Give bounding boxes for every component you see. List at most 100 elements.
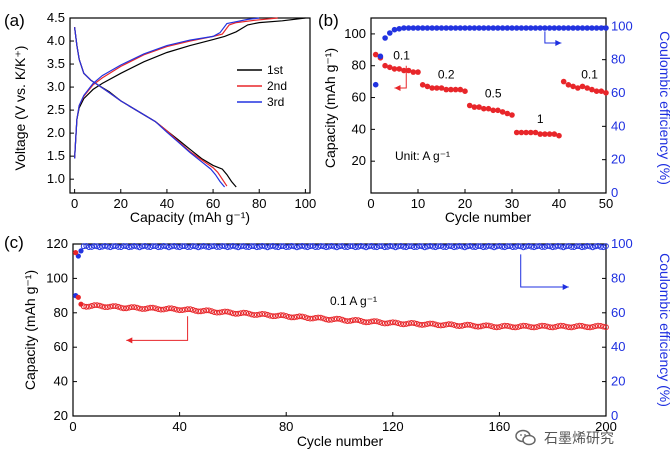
panel-c-capacity-point — [568, 324, 575, 331]
panel-c-ce-point — [376, 243, 383, 250]
panel-c-capacity-point — [152, 305, 159, 312]
panel-c-y-tick-label: 80 — [54, 305, 68, 320]
panel-b-capacity-point — [513, 129, 520, 136]
panel-b-capacity-point — [518, 129, 525, 136]
panel-b-y2-ticks: 0 20 40 60 80 100 — [602, 18, 633, 200]
panel-c-capacity-point — [166, 305, 172, 312]
panel-b-ce-point — [438, 25, 445, 31]
panel-c-capacity-point — [531, 324, 537, 331]
panel-c-ce-point — [357, 243, 364, 249]
panel-c-ce-point — [246, 244, 252, 251]
panel-c-capacity-point — [512, 324, 519, 331]
panel-b-y-tick-label: 60 — [352, 90, 366, 105]
panel-c-capacity-point — [283, 313, 290, 319]
panel-c-capacity-point — [373, 318, 380, 325]
panel-c-ce-axis-arrow — [520, 254, 569, 288]
panel-b-ce-point — [382, 35, 388, 41]
panel-b-capacity-point — [570, 83, 576, 90]
panel-c-ce-point — [451, 244, 458, 251]
panel-c-ce-point — [483, 243, 490, 250]
panel-c-capacity-point — [267, 312, 274, 319]
panel-b-y-axis-label: Capacity (mAh g⁻¹) — [322, 48, 338, 168]
panel-c-ce-point — [243, 244, 250, 250]
panel-c-ce-point — [411, 244, 418, 251]
panel-b-ce-point — [528, 25, 534, 31]
panel-a-y-tick-label: 2.0 — [47, 125, 65, 140]
panel-c-ce-point — [536, 243, 543, 249]
panel-c-capacity-point — [387, 319, 394, 326]
panel-c-capacity-point — [198, 308, 204, 315]
panel-c-ce-point — [291, 243, 298, 250]
panel-c-ce-point — [144, 244, 151, 250]
panel-b-rate-label: 0.1 — [393, 48, 410, 62]
panel-b-ce-point — [546, 25, 553, 31]
panel-c-ce-point — [235, 244, 242, 251]
panel-c-ce-point — [126, 244, 132, 251]
panel-c-ce-point — [310, 243, 316, 249]
panel-c-capacity-point — [563, 323, 569, 330]
panel-b-y2-tick-label: 80 — [611, 52, 625, 67]
panel-b-ce-point — [481, 25, 487, 31]
panel-b-ce-point — [443, 25, 450, 31]
panel-c-ce-point — [304, 244, 311, 251]
panel-c-ce-point — [134, 243, 140, 250]
panel-c-capacity-point — [272, 313, 279, 320]
panel-c-ce-point — [475, 243, 482, 250]
panel-c-capacity-point — [472, 323, 479, 330]
panel-c-capacity-point — [453, 322, 460, 329]
panel-c-y2-tick-label: 0 — [611, 408, 618, 423]
panel-c-capacity-point — [421, 321, 428, 328]
panel-c-capacity-point — [246, 310, 252, 317]
panel-b-y2-tick-label: 20 — [611, 152, 625, 167]
panel-c-ce-point — [552, 243, 559, 250]
panel-c-ce-point — [147, 244, 154, 251]
panel-b-capacity-point — [429, 85, 435, 91]
panel-c-ce-point — [571, 244, 577, 251]
panel-c-ce-point — [349, 243, 356, 250]
panel-b-capacity-point — [382, 62, 388, 69]
panel-c-capacity-point — [131, 304, 138, 311]
panel-c-capacity-arrowhead — [126, 337, 133, 344]
panel-c-ce-point — [94, 243, 100, 250]
panel-a-legend-label: 1st — [267, 63, 284, 77]
panel-c-capacity-point — [381, 320, 388, 327]
panel-c-ce-point — [509, 244, 516, 251]
panel-c-capacity-point — [483, 322, 490, 329]
panel-c-ce-point — [371, 244, 378, 250]
panel-c-ce-point — [472, 244, 479, 251]
panel-c-capacity-point — [581, 323, 588, 330]
panel-b-capacity-point — [528, 129, 534, 136]
panel-c-capacity-point — [243, 310, 250, 316]
panel-c-x-tick-label: 200 — [595, 419, 617, 434]
panel-c-ce-point — [206, 244, 212, 251]
panel-c-ce-point — [128, 243, 135, 250]
panel-c-ce-point — [419, 243, 426, 250]
panel-c-capacity-point — [107, 303, 114, 310]
panel-a-y-tick-label: 1.0 — [47, 171, 65, 186]
panel-b-capacity-point — [565, 82, 572, 88]
panel-c-capacity-point — [459, 322, 466, 329]
panel-a-legend: 1st 2nd 3rd — [237, 63, 287, 109]
panel-c-ce-point — [176, 244, 183, 251]
panel-c-capacity-point — [224, 308, 231, 315]
panel-c-ce-point — [549, 244, 556, 251]
panel-b-capacity-point — [452, 86, 459, 93]
panel-b-capacity-point — [462, 88, 468, 94]
panel-c-ce-point — [379, 243, 386, 250]
panel-b-ce-point — [603, 25, 609, 31]
panel-c-ce-point — [373, 244, 380, 251]
panel-b-ce-point — [575, 25, 581, 31]
panel-b-ce-point — [429, 25, 435, 31]
panel-b-ce-point — [434, 25, 440, 31]
panel-c-ce-point — [272, 243, 279, 250]
panel-c-capacity-point — [203, 307, 210, 314]
panel-c-capacity-point — [259, 311, 266, 317]
panel-b-capacity-point — [499, 109, 506, 115]
panel-c-ce-point — [112, 243, 119, 249]
panel-c-capacity-point — [589, 324, 596, 330]
panel-c-ce-point — [400, 243, 407, 250]
panel-c-capacity-point — [437, 322, 444, 329]
panel-b-capacity-point — [579, 83, 586, 90]
panel-c-capacity-point — [464, 321, 471, 328]
panel-b-ce-point — [466, 25, 473, 31]
